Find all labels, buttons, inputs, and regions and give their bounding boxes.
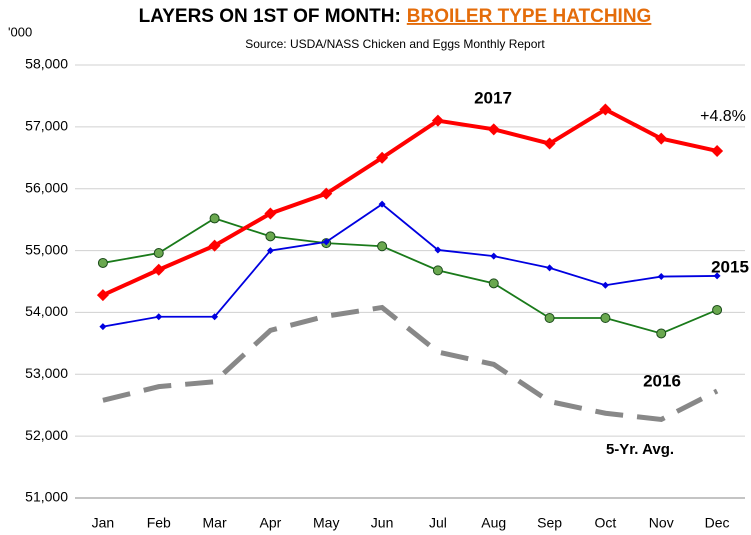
series-label: 2015	[711, 257, 749, 276]
y-tick-label: 56,000	[25, 179, 68, 195]
marker	[265, 231, 276, 242]
marker	[264, 207, 277, 220]
y-tick-label: 54,000	[25, 303, 68, 319]
series-label: 5-Yr. Avg.	[606, 441, 674, 458]
series-line	[102, 107, 718, 297]
marker	[322, 238, 330, 246]
marker	[600, 312, 611, 323]
marker	[376, 151, 389, 164]
x-tick-label: Apr	[260, 515, 282, 531]
marker	[543, 137, 556, 150]
series-label: 2017	[474, 88, 512, 107]
marker	[320, 187, 333, 200]
marker	[599, 103, 612, 116]
marker	[712, 304, 723, 315]
marker	[431, 114, 444, 127]
marker	[208, 239, 221, 252]
marker	[490, 252, 498, 260]
series-line	[102, 217, 718, 335]
x-tick-label: Feb	[147, 515, 171, 531]
x-tick-label: Sep	[537, 515, 562, 531]
marker	[488, 278, 499, 289]
marker	[655, 132, 668, 145]
marker	[155, 313, 163, 321]
marker	[432, 265, 443, 276]
y-tick-label: 58,000	[25, 56, 68, 72]
marker	[544, 312, 555, 323]
marker	[487, 123, 500, 136]
x-tick-label: Jul	[429, 515, 447, 531]
x-tick-label: Aug	[481, 515, 506, 531]
title-main: LAYERS ON 1ST OF MONTH:	[139, 6, 401, 27]
marker	[211, 313, 219, 321]
marker	[378, 200, 386, 208]
unit-label: '000	[8, 24, 32, 39]
marker	[266, 247, 274, 255]
y-tick-label: 55,000	[25, 241, 68, 257]
series-line	[102, 304, 719, 423]
annotation: +4.8%	[700, 108, 746, 125]
x-tick-label: Jan	[92, 515, 115, 531]
series-line	[102, 203, 718, 328]
x-tick-label: Dec	[705, 515, 730, 531]
x-tick-label: Jun	[371, 515, 394, 531]
marker	[711, 144, 724, 157]
marker	[209, 213, 220, 224]
chart-title: LAYERS ON 1ST OF MONTH: BROILER TYPE HATC…	[139, 6, 652, 27]
subtitle: Source: USDA/NASS Chicken and Eggs Month…	[245, 37, 545, 51]
marker	[153, 248, 164, 259]
marker	[99, 323, 107, 331]
x-tick-label: Nov	[649, 515, 674, 531]
marker	[713, 272, 721, 280]
marker	[96, 289, 109, 302]
title-highlight: BROILER TYPE HATCHING	[407, 6, 652, 27]
marker	[97, 257, 108, 268]
y-tick-label: 57,000	[25, 118, 68, 134]
marker	[546, 264, 554, 272]
x-tick-label: Mar	[203, 515, 227, 531]
x-tick-label: Oct	[595, 515, 617, 531]
x-tick-label: May	[313, 515, 339, 531]
y-tick-label: 53,000	[25, 365, 68, 381]
marker	[377, 241, 388, 252]
marker	[152, 263, 165, 276]
series-label: 2016	[643, 371, 681, 390]
y-tick-label: 52,000	[25, 427, 68, 443]
marker	[656, 328, 667, 339]
y-tick-label: 51,000	[25, 489, 68, 505]
marker	[601, 281, 609, 289]
marker	[434, 246, 442, 254]
marker	[657, 273, 665, 281]
